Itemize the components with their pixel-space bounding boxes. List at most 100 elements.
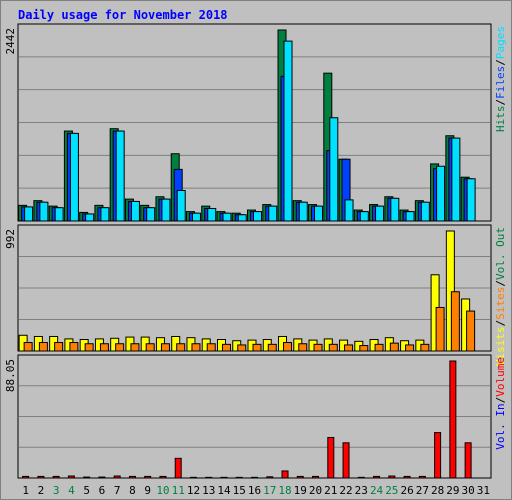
bar-sites-12 xyxy=(191,343,201,352)
x-tick-label-15: 15 xyxy=(233,484,246,497)
bar-volume-8 xyxy=(128,475,136,479)
x-tick-label-19: 19 xyxy=(294,484,307,497)
x-tick-label-4: 4 xyxy=(68,484,75,497)
x-tick-label-30: 30 xyxy=(461,484,474,497)
bar-volume-20 xyxy=(312,475,320,479)
bar-pages-22 xyxy=(344,199,354,222)
bar-pages-28 xyxy=(436,165,446,222)
bar-pages-19 xyxy=(298,201,308,222)
bar-volume-15 xyxy=(235,476,243,479)
x-tick-label-10: 10 xyxy=(156,484,169,497)
bar-sites-21 xyxy=(328,343,338,352)
x-tick-label-29: 29 xyxy=(446,484,459,497)
panel-legend: Vol. In/Volume xyxy=(494,357,507,450)
bar-pages-25 xyxy=(390,197,400,222)
bar-sites-29 xyxy=(450,291,460,352)
bar-pages-14 xyxy=(222,212,232,222)
bar-volume-25 xyxy=(388,475,396,479)
bar-volume-19 xyxy=(296,475,304,479)
bar-pages-12 xyxy=(191,212,201,222)
x-tick-label-18: 18 xyxy=(278,484,291,497)
bar-pages-6 xyxy=(100,207,110,222)
legend-item: Vol. Out xyxy=(494,227,507,280)
bar-sites-15 xyxy=(237,344,247,352)
bar-volume-29 xyxy=(449,360,457,479)
bar-volume-23 xyxy=(357,476,365,479)
x-tick-label-26: 26 xyxy=(400,484,413,497)
bar-sites-17 xyxy=(267,343,277,352)
bar-sites-3 xyxy=(54,342,64,352)
legend-item: Volume xyxy=(494,357,507,397)
bar-pages-11 xyxy=(176,189,186,222)
bar-sites-6 xyxy=(99,343,109,352)
bar-sites-24 xyxy=(374,343,384,352)
x-tick-label-9: 9 xyxy=(144,484,151,497)
legend-item: / xyxy=(494,99,507,106)
bar-sites-8 xyxy=(130,343,140,352)
bar-pages-9 xyxy=(146,207,156,222)
bar-volume-9 xyxy=(144,475,152,479)
legend-item: / xyxy=(494,320,507,327)
bar-pages-27 xyxy=(420,201,430,222)
bar-sites-19 xyxy=(298,343,308,352)
x-tick-label-1: 1 xyxy=(22,484,29,497)
bar-sites-13 xyxy=(206,343,216,352)
x-tick-label-21: 21 xyxy=(324,484,337,497)
bar-sites-2 xyxy=(38,342,48,352)
bar-volume-13 xyxy=(205,476,213,479)
bar-volume-30 xyxy=(464,442,472,479)
bar-pages-26 xyxy=(405,211,415,222)
bar-pages-29 xyxy=(451,137,461,222)
bar-volume-27 xyxy=(418,475,426,479)
x-tick-label-17: 17 xyxy=(263,484,276,497)
bar-pages-23 xyxy=(359,211,369,222)
bar-pages-2 xyxy=(39,201,49,222)
bar-sites-27 xyxy=(420,343,430,352)
bar-volume-3 xyxy=(52,475,60,479)
x-tick-label-12: 12 xyxy=(187,484,200,497)
bar-sites-30 xyxy=(466,310,476,352)
bar-sites-16 xyxy=(252,343,262,352)
bar-volume-28 xyxy=(434,432,442,479)
bar-pages-13 xyxy=(207,207,217,222)
legend-item: / xyxy=(494,280,507,287)
y-max-label: 2442 xyxy=(4,28,17,55)
x-tick-label-24: 24 xyxy=(370,484,384,497)
x-tick-label-6: 6 xyxy=(99,484,106,497)
legend-item: Visits xyxy=(494,326,507,366)
bar-volume-5 xyxy=(83,476,91,479)
bar-pages-24 xyxy=(375,205,385,222)
bar-sites-28 xyxy=(435,306,445,352)
legend-item: / xyxy=(494,59,507,66)
bar-sites-10 xyxy=(160,343,170,352)
legend-item: Vol. In xyxy=(494,403,507,449)
bar-volume-24 xyxy=(373,475,381,479)
x-tick-label-11: 11 xyxy=(172,484,185,497)
x-tick-label-16: 16 xyxy=(248,484,261,497)
bar-volume-6 xyxy=(98,476,106,479)
x-tick-label-5: 5 xyxy=(83,484,90,497)
x-tick-label-13: 13 xyxy=(202,484,215,497)
bar-sites-5 xyxy=(84,343,94,352)
x-tick-label-28: 28 xyxy=(431,484,444,497)
bar-pages-4 xyxy=(69,132,79,222)
bar-volume-7 xyxy=(113,475,121,479)
legend-item: Sites xyxy=(494,287,507,320)
bar-volume-12 xyxy=(189,476,197,479)
panel-volume: 88.05 Vol. In/Volume xyxy=(4,354,507,479)
bar-volume-21 xyxy=(327,436,335,479)
bar-sites-20 xyxy=(313,343,323,352)
panel-legend: Hits/Files/Pages xyxy=(494,26,507,132)
bar-sites-25 xyxy=(389,342,399,352)
bar-volume-14 xyxy=(220,476,228,479)
bar-volume-26 xyxy=(403,475,411,479)
bar-volume-1 xyxy=(22,475,30,479)
bar-pages-8 xyxy=(130,200,140,222)
x-tick-label-22: 22 xyxy=(339,484,352,497)
bar-volume-11 xyxy=(174,457,182,479)
x-tick-label-27: 27 xyxy=(416,484,429,497)
bar-volume-4 xyxy=(67,475,75,479)
bar-sites-22 xyxy=(344,344,354,352)
legend-item: Pages xyxy=(494,26,507,59)
